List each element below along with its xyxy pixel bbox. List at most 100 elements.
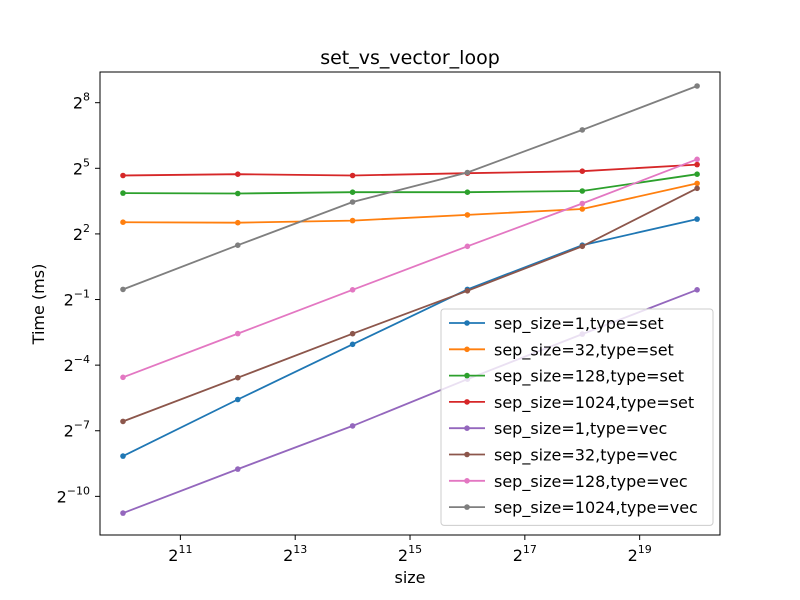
x-tick-label: 213 bbox=[283, 543, 307, 565]
data-point bbox=[464, 212, 471, 218]
data-point bbox=[120, 190, 126, 196]
data-point bbox=[120, 219, 126, 225]
series-layer bbox=[120, 83, 700, 516]
series-line bbox=[122, 187, 698, 423]
legend-item: sep_size=1024,type=set bbox=[449, 393, 694, 413]
legend-label: sep_size=128,type=set bbox=[494, 367, 684, 387]
legend-item: sep_size=1024,type=vec bbox=[449, 498, 698, 518]
y-axis-ticks: 28 25 22 2−1 2−4 2−7 2−10 bbox=[57, 91, 100, 506]
data-point bbox=[579, 243, 586, 250]
legend-label: sep_size=1,type=vec bbox=[494, 419, 667, 439]
series-2 bbox=[120, 180, 700, 226]
y-axis-label: Time (ms) bbox=[29, 264, 48, 346]
data-point bbox=[694, 156, 700, 163]
legend-label: sep_size=32,type=vec bbox=[494, 446, 677, 466]
series-line bbox=[122, 158, 698, 379]
x-axis-ticks: 211 213 215 217 219 bbox=[168, 535, 652, 565]
legend-item: sep_size=1,type=set bbox=[449, 314, 664, 334]
legend-swatch-marker bbox=[464, 399, 470, 405]
data-point bbox=[235, 242, 241, 248]
data-point bbox=[694, 180, 700, 187]
y-tick-label: 2−10 bbox=[57, 484, 90, 506]
y-tick-label: 22 bbox=[73, 222, 90, 244]
data-point bbox=[694, 216, 700, 222]
data-point bbox=[120, 510, 126, 516]
legend-label: sep_size=1024,type=vec bbox=[494, 498, 698, 518]
y-tick-label: 25 bbox=[73, 156, 90, 178]
data-point bbox=[235, 374, 241, 381]
series-line bbox=[122, 218, 698, 457]
chart-title: set_vs_vector_loop bbox=[320, 47, 500, 69]
data-point bbox=[349, 341, 356, 348]
series-line bbox=[122, 173, 698, 195]
series-3 bbox=[120, 171, 700, 197]
data-point bbox=[235, 190, 241, 197]
legend-item: sep_size=1,type=vec bbox=[449, 419, 667, 439]
y-tick-label: 2−4 bbox=[64, 353, 90, 375]
legend-label: sep_size=32,type=set bbox=[494, 340, 674, 360]
series-line bbox=[122, 182, 698, 224]
data-point bbox=[120, 453, 126, 459]
data-point bbox=[694, 161, 700, 168]
data-point bbox=[235, 396, 241, 403]
data-point bbox=[235, 171, 241, 177]
x-axis-label: size bbox=[394, 568, 425, 587]
data-point bbox=[235, 466, 241, 472]
legend-swatch-marker bbox=[464, 451, 470, 458]
data-point bbox=[579, 206, 586, 212]
x-tick-label: 211 bbox=[168, 543, 192, 565]
data-point bbox=[349, 287, 356, 293]
data-point bbox=[694, 171, 700, 177]
data-point bbox=[694, 83, 700, 89]
legend-swatch-marker bbox=[464, 478, 470, 484]
data-point bbox=[349, 330, 356, 337]
legend-label: sep_size=128,type=vec bbox=[494, 472, 688, 492]
series-8 bbox=[120, 83, 700, 293]
data-point bbox=[579, 200, 586, 207]
data-point bbox=[694, 185, 700, 192]
y-tick-label: 2−7 bbox=[64, 419, 90, 441]
data-point bbox=[120, 374, 126, 381]
x-tick-label: 217 bbox=[513, 543, 537, 565]
legend-swatch-marker bbox=[464, 504, 470, 510]
x-tick-label: 215 bbox=[398, 543, 422, 565]
legend: sep_size=1,type=set sep_size=32,type=sets… bbox=[440, 308, 714, 526]
legend-swatch-marker bbox=[464, 425, 470, 432]
legend-box bbox=[440, 308, 714, 526]
data-point bbox=[694, 287, 700, 293]
data-point bbox=[235, 219, 241, 226]
legend-item: sep_size=128,type=set bbox=[449, 367, 684, 387]
legend-item: sep_size=32,type=vec bbox=[449, 446, 677, 466]
series-6 bbox=[120, 185, 700, 425]
series-7 bbox=[120, 156, 700, 381]
legend-swatch-marker bbox=[464, 372, 470, 379]
data-point bbox=[464, 169, 471, 176]
data-point bbox=[120, 418, 126, 425]
y-tick-label: 2−1 bbox=[64, 288, 90, 310]
series-line bbox=[122, 163, 698, 177]
data-point bbox=[464, 243, 471, 250]
legend-label: sep_size=1024,type=set bbox=[494, 393, 694, 413]
data-point bbox=[579, 188, 586, 194]
data-point bbox=[579, 127, 586, 133]
legend-item: sep_size=32,type=set bbox=[449, 340, 674, 360]
legend-swatch-marker bbox=[464, 320, 470, 326]
legend-swatch-marker bbox=[464, 346, 470, 353]
data-point bbox=[349, 172, 356, 179]
data-point bbox=[464, 189, 471, 195]
legend-label: sep_size=1,type=set bbox=[494, 314, 664, 334]
series-line bbox=[122, 85, 698, 291]
data-point bbox=[349, 217, 356, 224]
y-tick-label: 28 bbox=[73, 91, 90, 113]
data-point bbox=[235, 330, 241, 337]
data-point bbox=[349, 199, 356, 205]
data-point bbox=[464, 288, 471, 294]
x-tick-label: 219 bbox=[628, 543, 652, 565]
data-point bbox=[120, 172, 126, 179]
data-point bbox=[120, 286, 126, 293]
legend-item: sep_size=128,type=vec bbox=[449, 472, 688, 492]
data-point bbox=[579, 168, 586, 174]
data-point bbox=[349, 423, 356, 429]
data-point bbox=[349, 189, 356, 195]
